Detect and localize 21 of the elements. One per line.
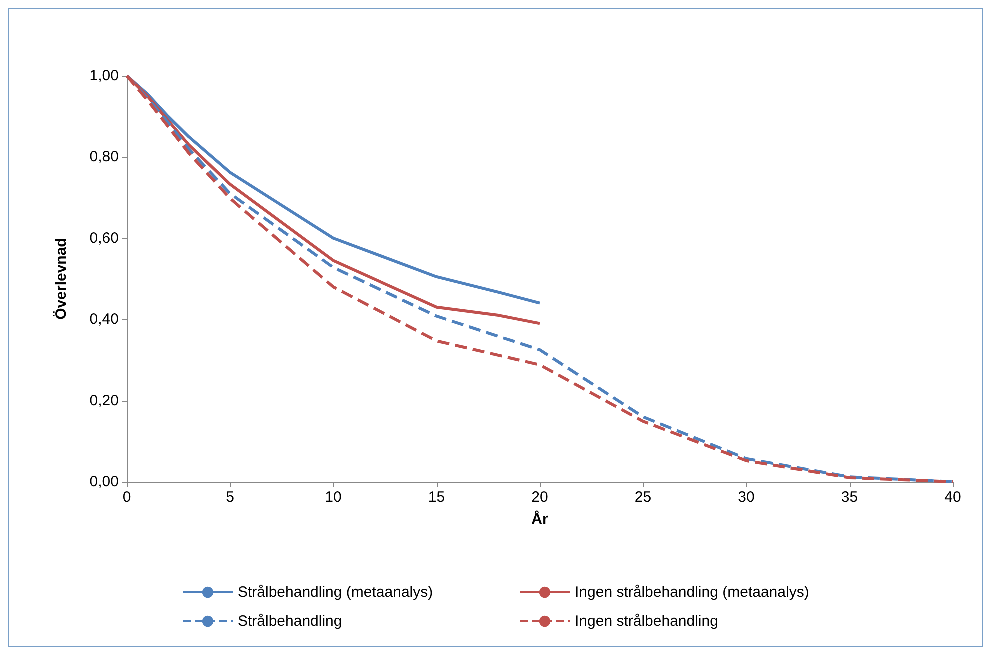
y-tick-label: 0,00 xyxy=(90,474,119,490)
x-axis-title: År xyxy=(532,510,548,528)
y-tick-label: 1,00 xyxy=(90,68,119,84)
x-tick-label: 15 xyxy=(428,489,446,506)
x-tick-label: 0 xyxy=(122,489,132,506)
x-tick-label: 35 xyxy=(841,489,858,506)
x-tick-label: 10 xyxy=(325,489,342,506)
y-tick-label: 0,40 xyxy=(90,311,119,328)
x-tick-label: 30 xyxy=(738,489,755,506)
y-tick-label: 0,60 xyxy=(90,230,119,247)
y-tick-label: 0,80 xyxy=(90,148,119,166)
y-axis-title: Överlevnad xyxy=(53,238,70,320)
legend-label: Strålbehandling (metaanalys) xyxy=(238,584,434,601)
legend-label: Ingen strålbehandling (metaanalys) xyxy=(575,584,810,601)
legend-label: Strålbehandling xyxy=(238,613,342,630)
y-tick-label: 0,20 xyxy=(90,392,119,410)
x-tick-label: 40 xyxy=(944,489,962,506)
x-tick-label: 5 xyxy=(226,489,234,506)
x-tick-label: 20 xyxy=(532,489,548,506)
legend-label: Ingen strålbehandling xyxy=(575,613,718,630)
x-tick-label: 25 xyxy=(634,489,652,506)
